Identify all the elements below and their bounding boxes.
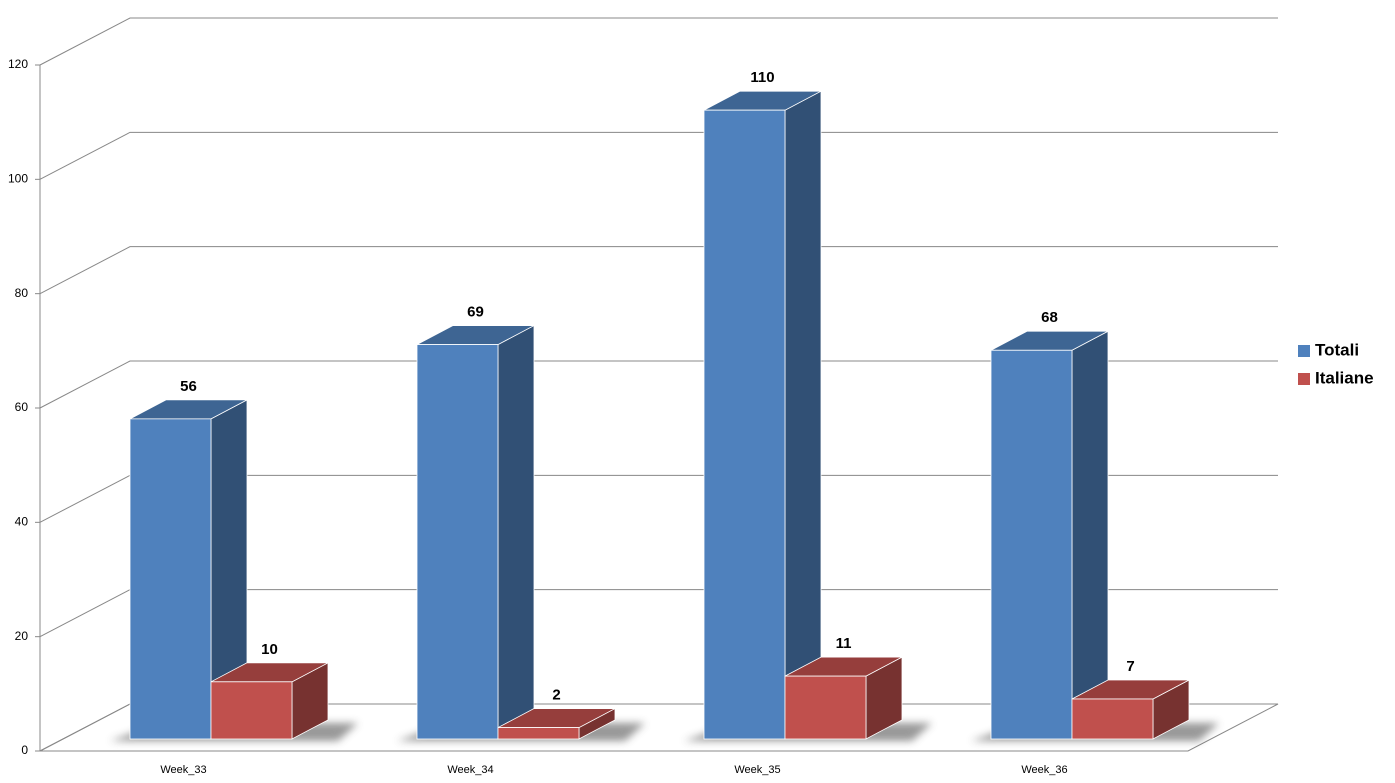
- x-tick-label: Week_36: [1021, 764, 1067, 776]
- bar-side: [497, 324, 535, 740]
- y-tick-label: 100: [8, 172, 28, 186]
- value-label: 10: [261, 641, 278, 658]
- grid-line: [39, 131, 1278, 180]
- bar: [1071, 698, 1154, 740]
- x-tick-label: Week_35: [734, 764, 780, 776]
- y-tick-label: 0: [21, 743, 28, 757]
- grid-line: [39, 246, 1278, 295]
- bar: [129, 418, 212, 740]
- bar: [990, 349, 1073, 740]
- legend-label: Italiane: [1315, 368, 1374, 387]
- legend-swatch: [1298, 373, 1310, 385]
- value-label: 7: [1126, 658, 1134, 675]
- value-label: 2: [552, 687, 560, 704]
- value-label: 68: [1041, 309, 1058, 326]
- bar-side: [1071, 330, 1109, 740]
- legend-swatch: [1298, 345, 1310, 357]
- bar: [416, 344, 499, 740]
- x-tick-label: Week_34: [447, 764, 493, 776]
- y-tick-label: 60: [15, 400, 29, 414]
- value-label: 69: [467, 304, 484, 321]
- value-label: 110: [750, 69, 774, 86]
- grid-line: [39, 360, 1278, 409]
- bar: [784, 675, 867, 740]
- legend-label: Totali: [1315, 340, 1359, 359]
- y-tick-label: 120: [8, 57, 28, 71]
- grid-line: [39, 17, 1278, 66]
- bar-side: [784, 90, 822, 740]
- bar: [497, 727, 580, 740]
- y-tick-label: 80: [15, 286, 29, 300]
- bar: [210, 681, 293, 740]
- y-tick-label: 20: [15, 629, 29, 643]
- value-label: 56: [180, 378, 197, 395]
- x-tick-label: Week_33: [160, 764, 206, 776]
- value-label: 11: [836, 635, 852, 652]
- bar: [703, 109, 786, 740]
- y-tick-label: 40: [15, 515, 29, 529]
